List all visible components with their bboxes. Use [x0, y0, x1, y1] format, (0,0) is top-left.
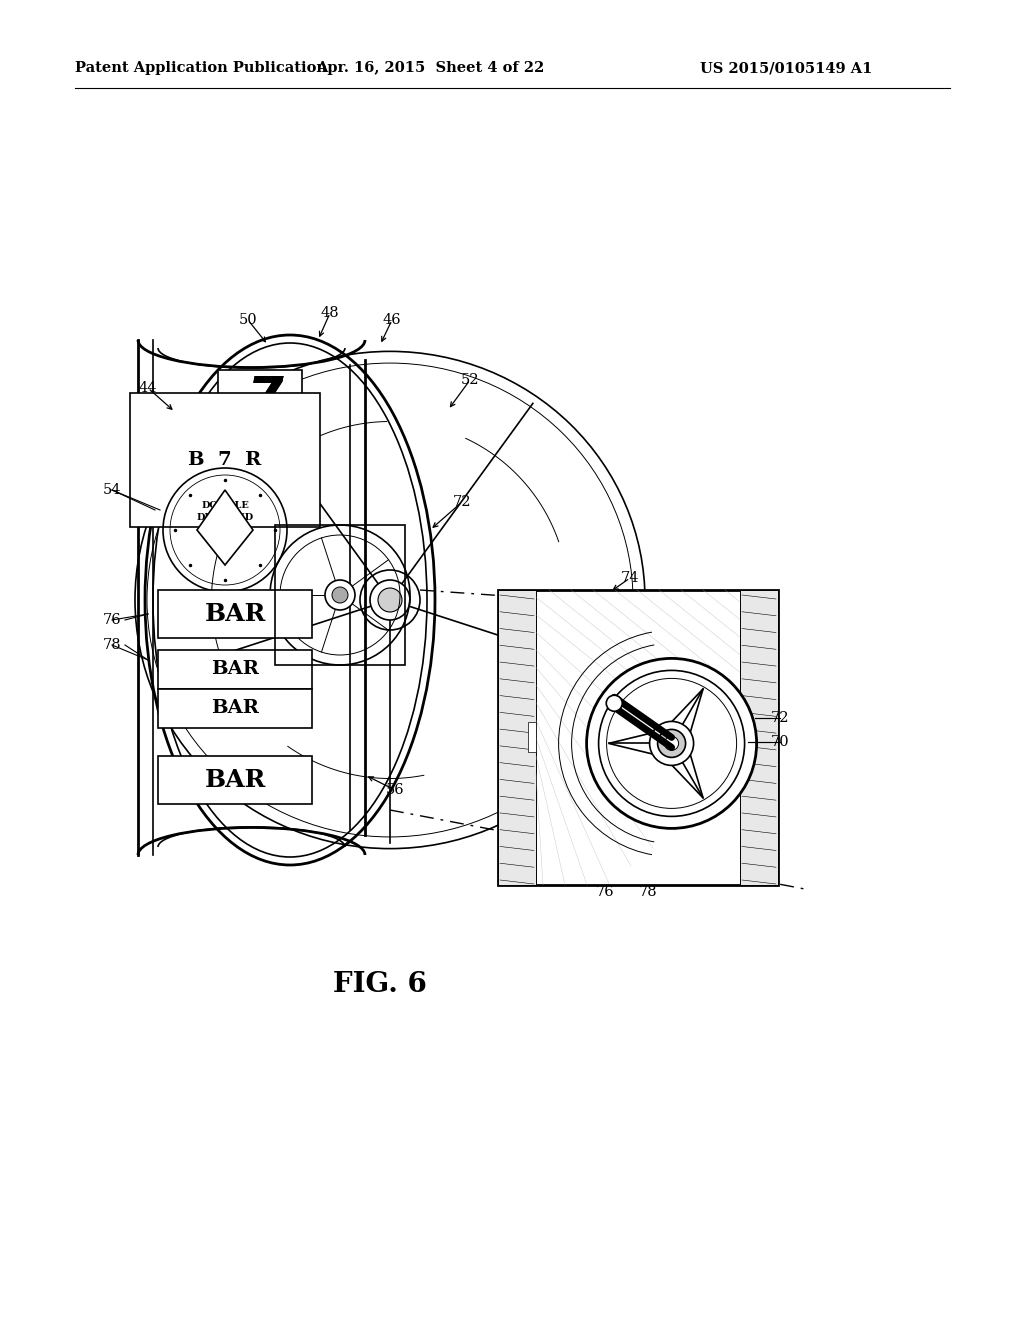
Text: B  7  R: B 7 R — [188, 451, 261, 469]
Text: 56: 56 — [386, 783, 404, 797]
FancyBboxPatch shape — [158, 689, 312, 729]
Polygon shape — [197, 490, 253, 565]
Text: US 2015/0105149 A1: US 2015/0105149 A1 — [700, 61, 872, 75]
Circle shape — [378, 587, 402, 612]
Bar — [740, 590, 778, 884]
Text: 50: 50 — [239, 313, 257, 327]
FancyBboxPatch shape — [218, 370, 302, 432]
FancyBboxPatch shape — [158, 590, 312, 638]
Bar — [498, 590, 536, 884]
Circle shape — [606, 696, 623, 711]
Circle shape — [657, 730, 686, 758]
Circle shape — [370, 579, 410, 620]
Circle shape — [332, 587, 348, 603]
Text: Apr. 16, 2015  Sheet 4 of 22: Apr. 16, 2015 Sheet 4 of 22 — [315, 61, 544, 75]
Text: BAR: BAR — [205, 768, 265, 792]
Text: DOUBLE: DOUBLE — [201, 500, 249, 510]
Circle shape — [587, 659, 757, 829]
FancyBboxPatch shape — [158, 649, 312, 689]
Text: 78: 78 — [102, 638, 121, 652]
Text: 70: 70 — [771, 735, 790, 748]
Text: 78: 78 — [639, 884, 657, 899]
Text: 72: 72 — [453, 495, 471, 510]
Circle shape — [325, 579, 355, 610]
Text: BAR: BAR — [211, 700, 259, 717]
Text: Patent Application Publication: Patent Application Publication — [75, 61, 327, 75]
Circle shape — [649, 722, 693, 766]
Text: BAR: BAR — [205, 602, 265, 626]
Text: 76: 76 — [102, 612, 121, 627]
Text: BAR: BAR — [211, 660, 259, 678]
Text: FIG. 6: FIG. 6 — [333, 972, 427, 998]
Text: 44: 44 — [138, 381, 158, 395]
Text: 52: 52 — [461, 374, 479, 387]
Text: 72: 72 — [771, 711, 790, 725]
FancyBboxPatch shape — [158, 756, 312, 804]
Text: 74: 74 — [621, 572, 639, 585]
Text: 54: 54 — [102, 483, 121, 498]
Text: 7: 7 — [247, 374, 284, 426]
Text: 46: 46 — [383, 313, 401, 327]
Text: 48: 48 — [321, 306, 339, 319]
Bar — [498, 590, 778, 884]
Text: DIAMOND: DIAMOND — [197, 513, 254, 523]
Text: 76: 76 — [596, 884, 614, 899]
Bar — [275, 525, 406, 665]
Circle shape — [665, 737, 679, 750]
Text: 7: 7 — [247, 374, 284, 426]
Bar — [528, 722, 536, 752]
